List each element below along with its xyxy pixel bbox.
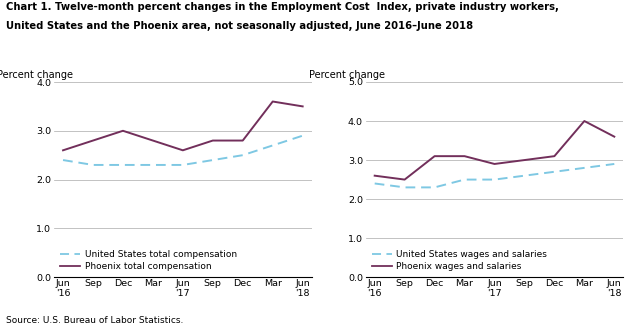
Legend: United States total compensation, Phoenix total compensation: United States total compensation, Phoeni… [59, 248, 239, 273]
Text: Percent change: Percent change [309, 70, 385, 80]
Text: Chart 1. Twelve-month percent changes in the Employment Cost  Index, private ind: Chart 1. Twelve-month percent changes in… [6, 2, 559, 11]
Text: Percent change: Percent change [0, 70, 73, 80]
Legend: United States wages and salaries, Phoenix wages and salaries: United States wages and salaries, Phoeni… [370, 248, 549, 273]
Text: Source: U.S. Bureau of Labor Statistics.: Source: U.S. Bureau of Labor Statistics. [6, 316, 184, 325]
Text: United States and the Phoenix area, not seasonally adjusted, June 2016–June 2018: United States and the Phoenix area, not … [6, 21, 473, 31]
